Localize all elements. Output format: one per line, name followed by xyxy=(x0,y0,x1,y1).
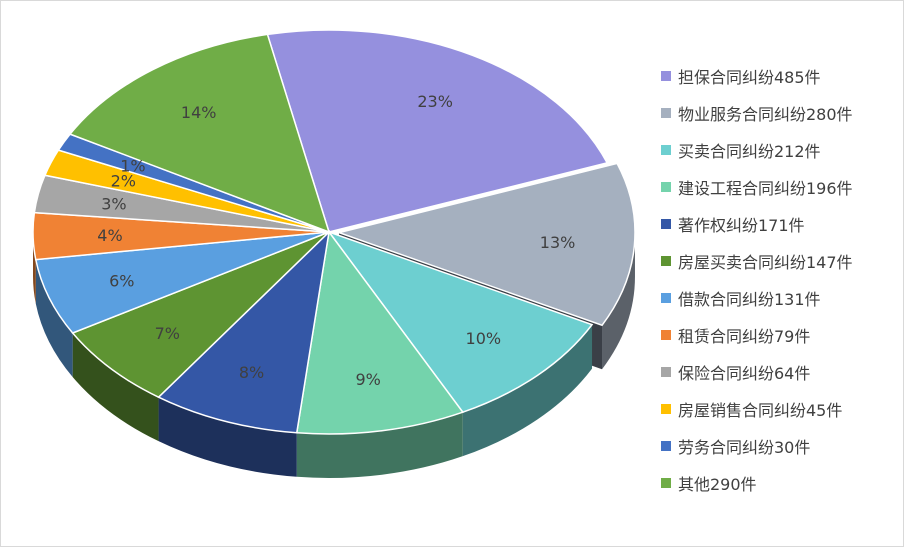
slice-2-side xyxy=(602,232,635,370)
legend-swatch xyxy=(661,329,671,340)
chart-legend: 担保合同纠纷485件物业服务合同纠纷280件 买卖合同纠纷212件建设工程合同纠纷… xyxy=(661,57,901,501)
slice-3-side xyxy=(462,324,593,457)
legend-item-1[interactable]: 担保合同纠纷485件 xyxy=(661,57,901,94)
slice-9-percent-label: 3% xyxy=(101,195,126,214)
legend-label: 其他290件 xyxy=(678,474,757,494)
legend-swatch xyxy=(661,255,671,266)
slice-2[interactable] xyxy=(336,162,636,327)
legend-label: 劳务合同纠纷30件 xyxy=(678,437,811,457)
slice-8-percent-label: 4% xyxy=(97,226,122,245)
slice-6-percent-label: 7% xyxy=(155,324,180,343)
legend-swatch xyxy=(661,218,671,229)
legend-label: 担保合同纠纷485件 xyxy=(678,67,821,87)
slice-2-percent-label: 13% xyxy=(540,233,576,252)
legend-item-3[interactable]: 买卖合同纠纷212件 xyxy=(661,131,901,168)
legend-label: 房屋买卖合同纠纷147件 xyxy=(678,252,853,272)
slice-6[interactable] xyxy=(71,231,330,399)
legend-label: 借款合同纠纷131件 xyxy=(678,289,821,309)
legend-label: 著作权纠纷171件 xyxy=(678,215,805,235)
slice-6-side xyxy=(72,333,159,442)
slice-5-side xyxy=(158,397,297,477)
legend-swatch xyxy=(661,366,671,377)
slice-4[interactable] xyxy=(295,230,465,435)
legend-swatch xyxy=(661,403,671,414)
slice-4-percent-label: 9% xyxy=(356,370,381,389)
legend-item-6[interactable]: 房屋买卖合同纠纷147件 xyxy=(661,242,901,279)
legend-item-11[interactable]: 劳务合同纠纷30件 xyxy=(661,427,901,464)
slice-12-percent-label: 14% xyxy=(181,103,217,122)
legend-label: 物业服务合同纠纷280件 xyxy=(678,104,853,124)
legend-swatch xyxy=(661,292,671,303)
slice-3[interactable] xyxy=(326,230,594,414)
legend-label: 保险合同纠纷64件 xyxy=(678,363,811,383)
slice-11-percent-label: 1% xyxy=(120,156,145,175)
legend-swatch xyxy=(661,144,671,155)
legend-label: 房屋销售合同纠纷45件 xyxy=(678,400,843,420)
legend-item-5[interactable]: 著作权纠纷171件 xyxy=(661,205,901,242)
legend-label: 租赁合同纠纷79件 xyxy=(678,326,811,346)
slice-5-percent-label: 8% xyxy=(239,363,264,382)
legend-item-4[interactable]: 建设工程合同纠纷196件 xyxy=(661,168,901,205)
slice-3-percent-label: 10% xyxy=(466,329,502,348)
slice-5[interactable] xyxy=(157,229,331,434)
legend-swatch xyxy=(661,477,671,488)
legend-item-2[interactable]: 物业服务合同纠纷280件 xyxy=(661,94,901,131)
legend-swatch xyxy=(661,440,671,451)
pie-top-layer xyxy=(32,29,636,435)
legend-swatch xyxy=(661,107,671,118)
legend-swatch xyxy=(661,70,671,81)
slice-10-percent-label: 2% xyxy=(111,172,136,191)
slice-7-percent-label: 6% xyxy=(109,271,134,290)
slice-1[interactable] xyxy=(266,29,609,233)
slice-4-side xyxy=(296,412,463,478)
legend-item-10[interactable]: 房屋销售合同纠纷45件 xyxy=(661,390,901,427)
legend-item-8[interactable]: 租赁合同纠纷79件 xyxy=(661,316,901,353)
legend-label: 买卖合同纠纷212件 xyxy=(678,141,821,161)
legend-item-7[interactable]: 借款合同纠纷131件 xyxy=(661,279,901,316)
legend-item-12[interactable]: 其他290件 xyxy=(661,464,901,501)
legend-label: 建设工程合同纠纷196件 xyxy=(678,178,853,198)
slice-1-percent-label: 23% xyxy=(417,92,453,111)
legend-swatch xyxy=(661,181,671,192)
pie-label-layer: 23% 13% 10% 9% 8% 7% 6% 4% 3% 2%1% 14% xyxy=(97,92,575,389)
slice-12[interactable] xyxy=(68,33,331,234)
legend-item-9[interactable]: 保险合同纠纷64件 xyxy=(661,353,901,390)
